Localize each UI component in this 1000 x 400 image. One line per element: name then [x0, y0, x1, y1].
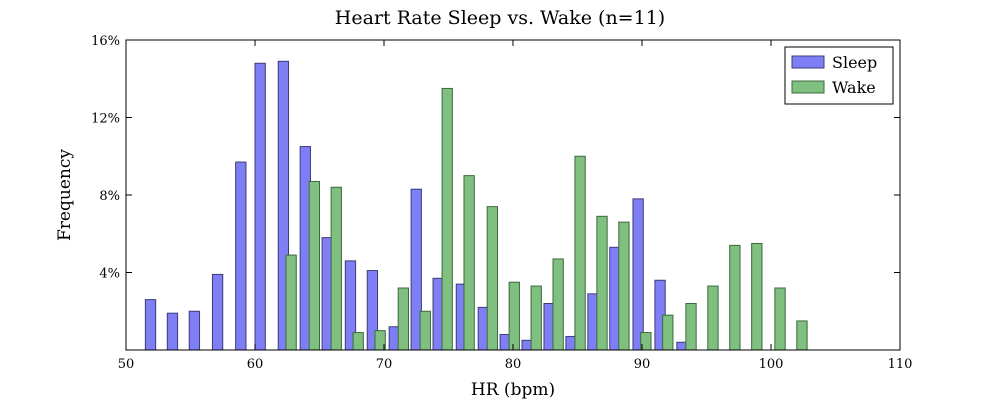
wake-bar — [729, 244, 741, 351]
sleep-bar — [211, 273, 224, 351]
chart-title: Heart Rate Sleep vs. Wake (n=11) — [335, 7, 665, 29]
wake-bar — [419, 310, 431, 351]
wake-bar — [508, 281, 520, 351]
sleep-bar — [188, 310, 201, 351]
wake-bar — [552, 258, 564, 351]
wake-bar — [441, 87, 453, 351]
wake-bar — [463, 175, 475, 351]
x-tick-label: 70 — [376, 357, 393, 372]
wake-bar — [751, 242, 763, 351]
y-tick-label: 4% — [99, 267, 120, 282]
wake-bar — [662, 314, 674, 351]
wake-bar — [574, 155, 586, 351]
wake-series — [285, 87, 808, 351]
legend: Sleep Wake — [784, 46, 894, 105]
x-tick-label: 100 — [759, 357, 784, 372]
wake-bar — [530, 285, 542, 351]
y-axis-label: Frequency — [55, 149, 75, 241]
sleep-bar — [144, 299, 157, 351]
sleep-bar — [235, 161, 247, 351]
wake-bar — [285, 254, 297, 351]
legend-label-wake: Wake — [832, 78, 876, 97]
bars-layer — [144, 60, 808, 351]
wake-bar — [308, 180, 320, 351]
y-tick-label: 12% — [91, 112, 120, 127]
x-tick-label: 80 — [505, 357, 522, 372]
sleep-bar — [254, 62, 266, 351]
wake-bar — [685, 303, 697, 351]
legend-label-sleep: Sleep — [832, 53, 877, 72]
legend-swatch-wake — [791, 80, 825, 94]
wake-bar — [618, 221, 630, 351]
sleep-bar — [166, 312, 179, 351]
wake-bar — [707, 285, 719, 351]
axis-ticks: 50 60 70 80 90 100 110 4% 8% 12% 16% — [91, 34, 912, 372]
x-tick-label: 90 — [634, 357, 651, 372]
y-tick-label: 8% — [99, 189, 120, 204]
y-tick-label: 16% — [91, 34, 120, 49]
wake-bar — [397, 287, 410, 351]
legend-swatch-sleep — [791, 55, 825, 69]
sleep-bar — [632, 198, 644, 351]
wake-bar — [330, 186, 342, 351]
x-axis-label: HR (bpm) — [471, 380, 555, 400]
wake-bar — [352, 332, 364, 351]
x-tick-label: 60 — [247, 357, 264, 372]
wake-bar — [774, 287, 786, 351]
x-tick-label: 50 — [118, 357, 135, 372]
x-tick-label: 110 — [888, 357, 913, 372]
wake-bar — [596, 215, 608, 351]
wake-bar — [486, 206, 499, 351]
wake-bar — [796, 320, 808, 351]
